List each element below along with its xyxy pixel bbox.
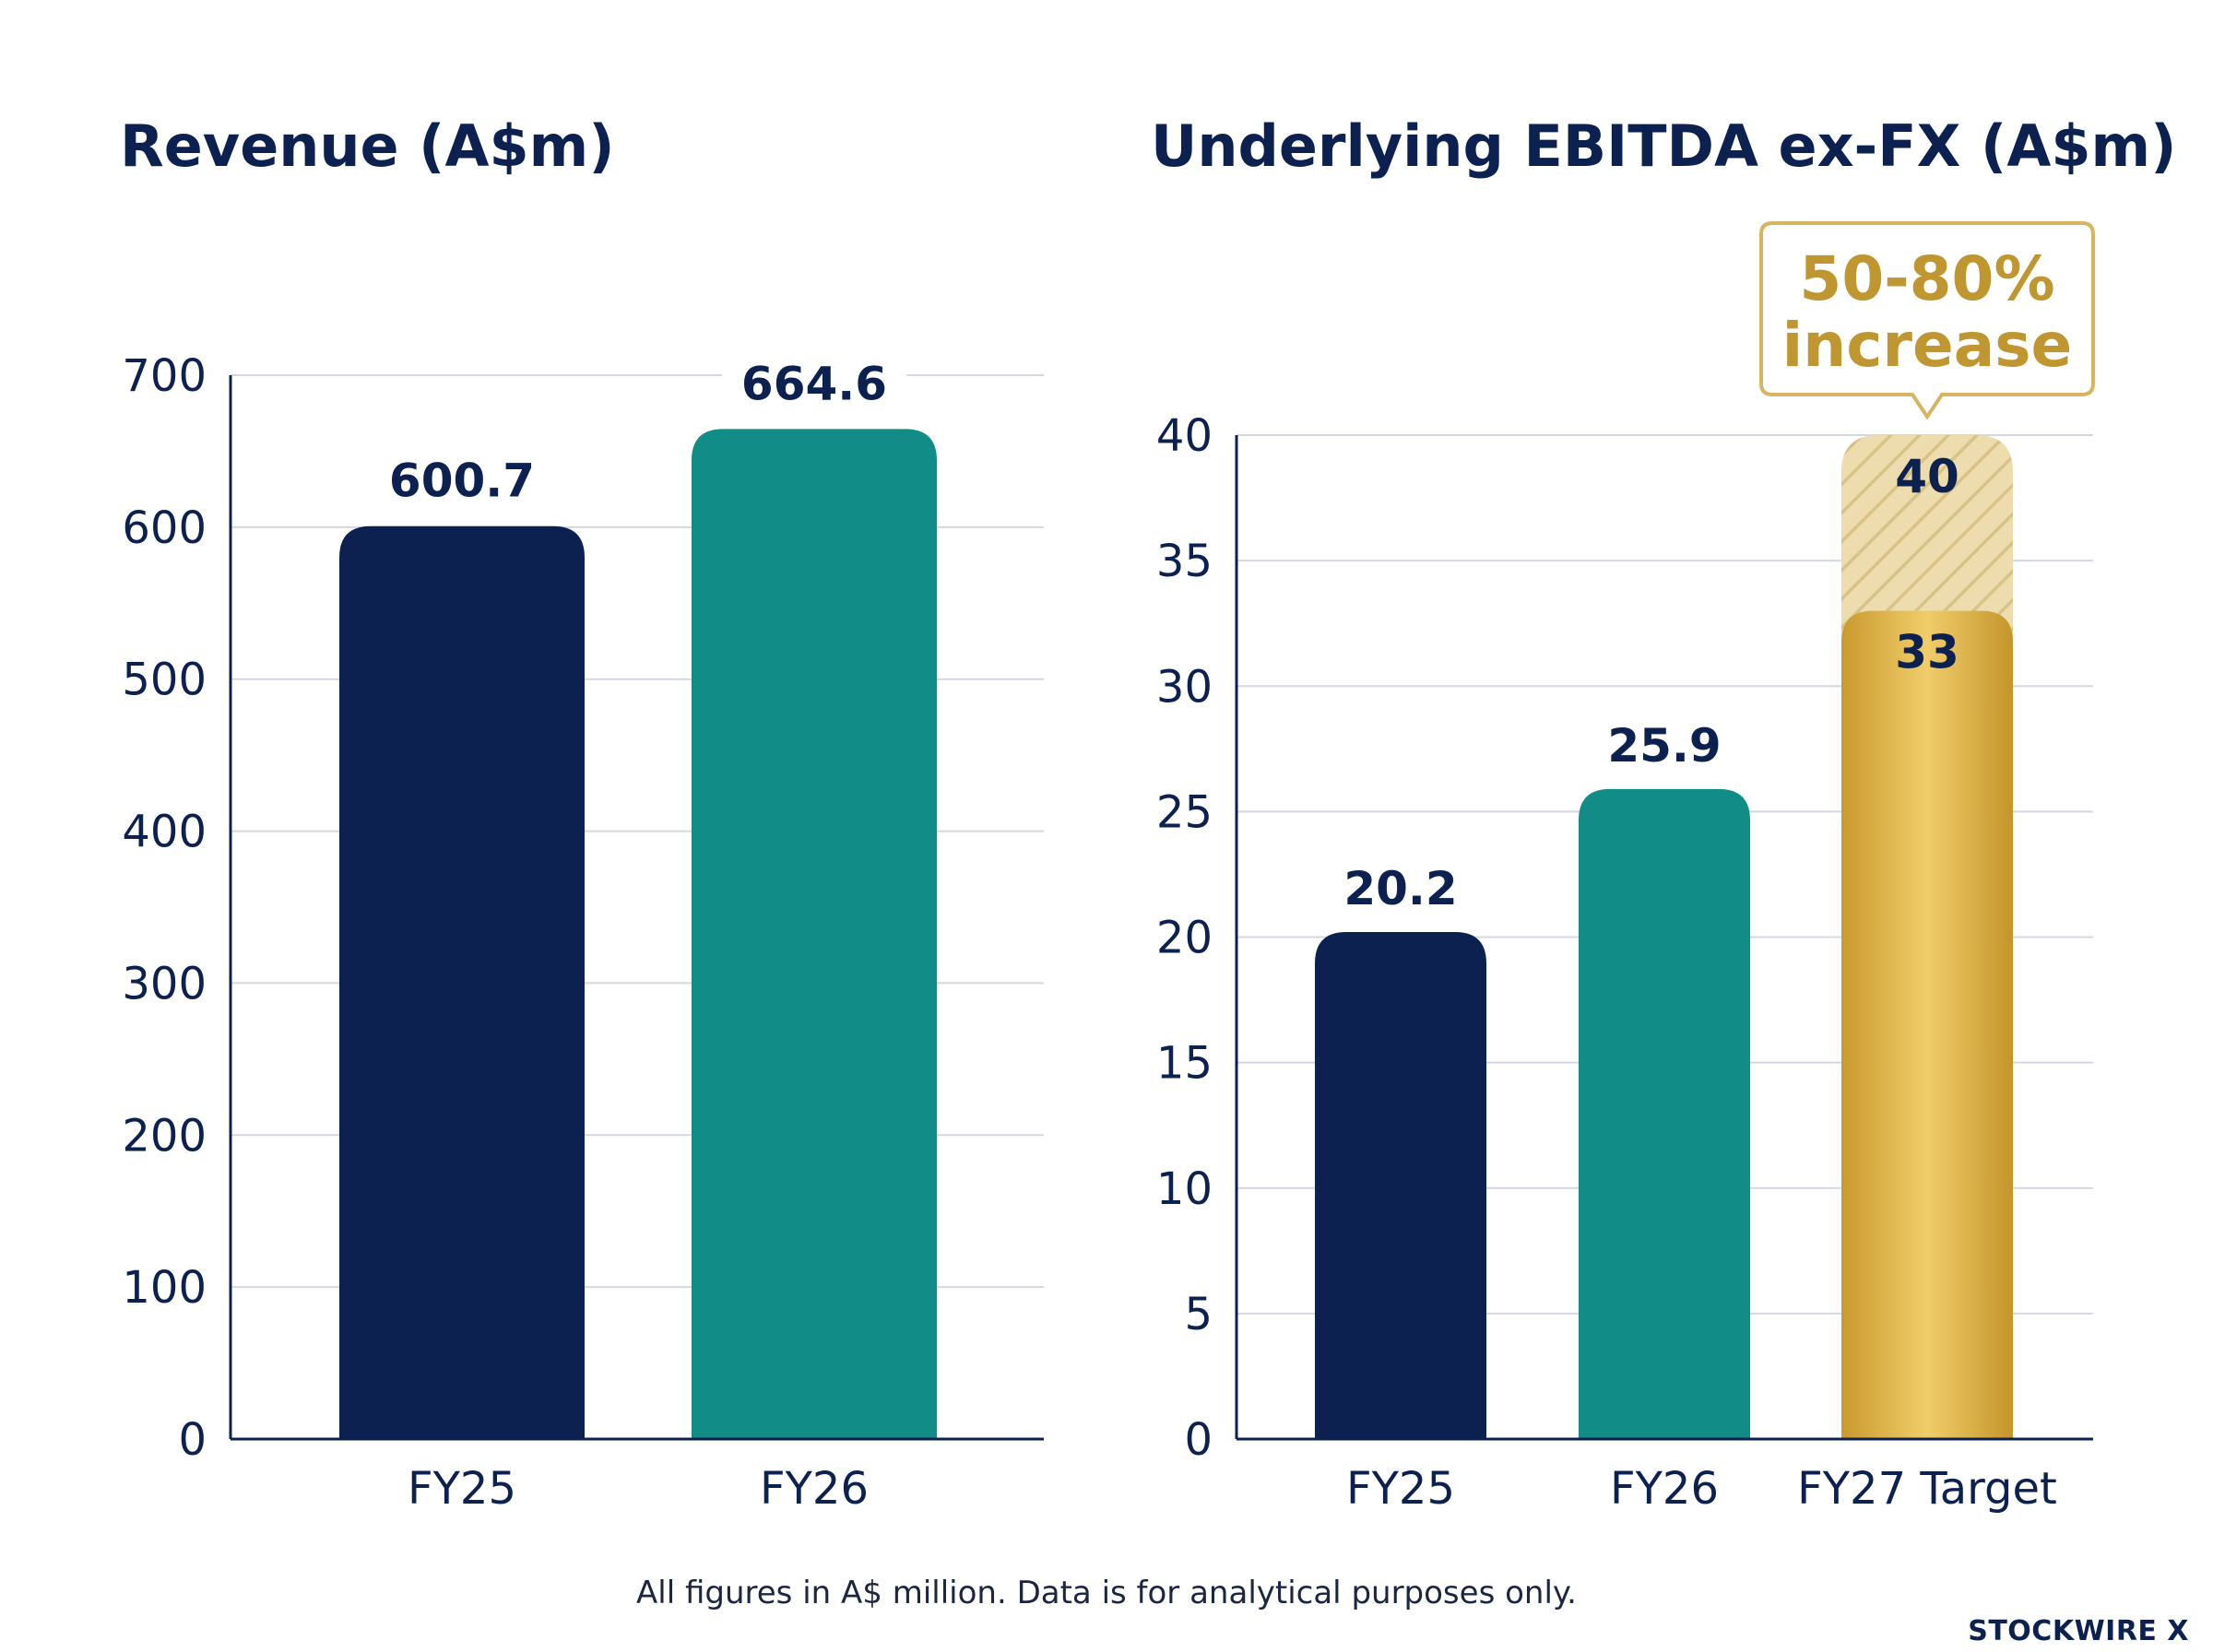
category-label: FY25	[1346, 1463, 1455, 1515]
y-tick-label: 0	[178, 1414, 207, 1466]
revenue-value-labels: 600.7 664.6	[370, 353, 906, 508]
category-label: FY26	[1610, 1463, 1719, 1515]
ebitda-value-labels: 20.2 25.9 33 40	[1343, 450, 1959, 915]
y-tick-label: 200	[122, 1110, 207, 1162]
callout-line-1: 50-80%	[1799, 243, 2054, 314]
y-tick-label: 15	[1156, 1038, 1213, 1090]
y-tick-label: 10	[1156, 1163, 1213, 1215]
revenue-chart: Revenue (A$m) 0 100 200 300 400 500 600 700 600…	[120, 112, 1044, 1515]
bar-fy27-target	[1841, 610, 2013, 1439]
category-label: FY25	[408, 1463, 516, 1515]
ebitda-y-ticks: 0 5 10 15 20 25 30 35 40	[1156, 410, 1213, 1466]
y-tick-label: 100	[122, 1262, 207, 1314]
bar-fy26	[1579, 788, 1750, 1439]
y-tick-label: 600	[122, 502, 207, 554]
callout-line-2: increase	[1782, 310, 2073, 381]
revenue-category-labels: FY25 FY26	[408, 1463, 869, 1515]
value-label-bg	[370, 450, 554, 508]
y-tick-label: 500	[122, 655, 207, 706]
revenue-axes	[229, 375, 1044, 1441]
y-tick-label: 35	[1156, 536, 1213, 587]
value-label: 20.2	[1343, 862, 1457, 915]
y-tick-label: 700	[122, 350, 207, 402]
increase-callout: 50-80% increase	[1759, 221, 2095, 420]
value-label: 600.7	[389, 454, 535, 508]
bar-target-range	[1841, 435, 2013, 639]
y-tick-label: 25	[1156, 786, 1213, 838]
revenue-bars	[339, 429, 937, 1440]
y-tick-label: 400	[122, 807, 207, 858]
y-tick-label: 0	[1184, 1414, 1213, 1466]
y-tick-label: 300	[122, 958, 207, 1009]
value-label-bg	[722, 353, 906, 411]
y-tick-label: 30	[1156, 661, 1213, 713]
brand-logo: STOCKWIRE X	[1968, 1615, 2189, 1647]
y-tick-label: 5	[1184, 1289, 1213, 1340]
footnote: All figures in A$ million. Data is for a…	[636, 1575, 1577, 1611]
category-label: FY27 Target	[1797, 1463, 2057, 1515]
y-tick-label: 40	[1156, 410, 1213, 462]
ebitda-chart-title: Underlying EBITDA ex-FX (A$m)	[1151, 112, 2176, 180]
ebitda-bars	[1315, 435, 2013, 1439]
value-label: 664.6	[741, 357, 887, 410]
bar-fy25	[339, 525, 585, 1439]
revenue-y-ticks: 0 100 200 300 400 500 600 700	[122, 350, 207, 1466]
value-label: 25.9	[1607, 719, 1721, 773]
category-label: FY26	[760, 1463, 869, 1515]
value-label: 33	[1895, 626, 1959, 679]
y-tick-label: 20	[1156, 913, 1213, 964]
ebitda-chart: Underlying EBITDA ex-FX (A$m) 0 5 10 15 20 25…	[1151, 112, 2176, 1515]
ebitda-category-labels: FY25 FY26 FY27 Target	[1346, 1463, 2057, 1515]
bar-fy25	[1315, 932, 1486, 1439]
revenue-chart-title: Revenue (A$m)	[120, 112, 615, 180]
ebitda-axes	[1235, 435, 2093, 1441]
bar-fy26	[692, 429, 937, 1440]
target-high-label: 40	[1895, 450, 1959, 503]
callout-box	[1759, 221, 2095, 420]
